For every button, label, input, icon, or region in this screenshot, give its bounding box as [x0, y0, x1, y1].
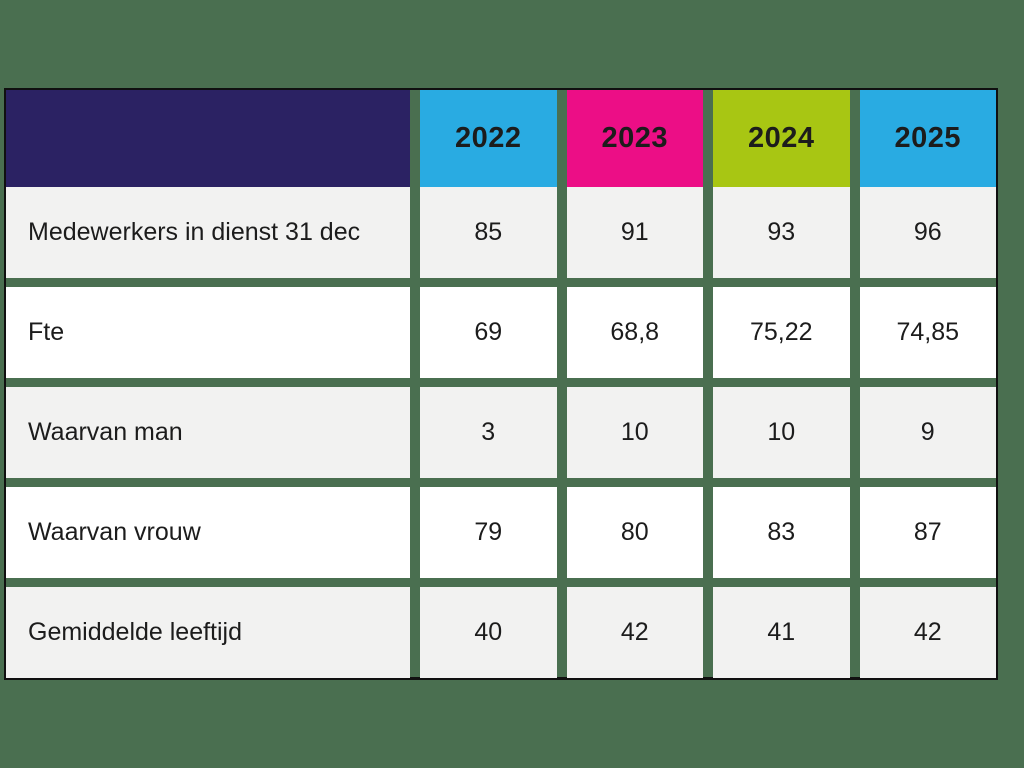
value-cell: 3 — [420, 387, 557, 478]
header-empty-cell — [6, 90, 410, 187]
value-cell: 10 — [566, 387, 703, 478]
value-cell: 69 — [420, 287, 557, 378]
table-row-waarvan-man: Waarvan man 3 10 10 9 — [6, 387, 996, 478]
row-label: Gemiddelde leeftijd — [6, 587, 410, 678]
row-label: Waarvan man — [6, 387, 410, 478]
value-cell: 41 — [713, 587, 850, 678]
year-header-2022: 2022 — [420, 90, 557, 187]
value-cell: 85 — [420, 187, 557, 278]
table-row-waarvan-vrouw: Waarvan vrouw 79 80 83 87 — [6, 487, 996, 578]
row-label: Waarvan vrouw — [6, 487, 410, 578]
table-header-row: 2022 2023 2024 2025 — [6, 90, 996, 187]
value-cell: 83 — [713, 487, 850, 578]
value-cell: 40 — [420, 587, 557, 678]
table-row-medewerkers: Medewerkers in dienst 31 dec 85 91 93 96 — [6, 187, 996, 278]
value-cell: 10 — [713, 387, 850, 478]
year-header-2025: 2025 — [859, 90, 996, 187]
year-header-2024: 2024 — [713, 90, 850, 187]
value-cell: 68,8 — [566, 287, 703, 378]
row-label: Fte — [6, 287, 410, 378]
table-row-fte: Fte 69 68,8 75,22 74,85 — [6, 287, 996, 378]
value-cell: 80 — [566, 487, 703, 578]
hr-statistics-table: 2022 2023 2024 2025 Medewerkers in diens… — [4, 88, 998, 680]
value-cell: 93 — [713, 187, 850, 278]
value-cell: 75,22 — [713, 287, 850, 378]
value-cell: 42 — [859, 587, 996, 678]
value-cell: 42 — [566, 587, 703, 678]
value-cell: 74,85 — [859, 287, 996, 378]
year-header-2023: 2023 — [566, 90, 703, 187]
value-cell: 87 — [859, 487, 996, 578]
table-row-gemiddelde-leeftijd: Gemiddelde leeftijd 40 42 41 42 — [6, 587, 996, 678]
value-cell: 9 — [859, 387, 996, 478]
value-cell: 91 — [566, 187, 703, 278]
value-cell: 79 — [420, 487, 557, 578]
value-cell: 96 — [859, 187, 996, 278]
row-label: Medewerkers in dienst 31 dec — [6, 187, 410, 278]
